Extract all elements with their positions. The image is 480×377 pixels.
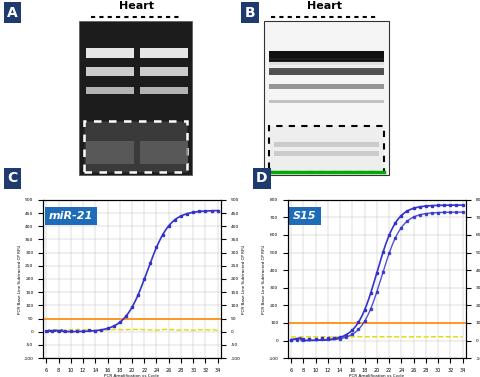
FancyBboxPatch shape: [86, 141, 134, 164]
FancyBboxPatch shape: [86, 48, 134, 58]
FancyBboxPatch shape: [79, 21, 192, 175]
Text: B: B: [245, 6, 255, 20]
FancyBboxPatch shape: [269, 68, 384, 75]
FancyBboxPatch shape: [269, 126, 384, 172]
FancyBboxPatch shape: [269, 66, 384, 67]
Text: Heart: Heart: [307, 1, 341, 11]
Text: Heart: Heart: [120, 1, 154, 11]
Text: A: A: [7, 6, 18, 20]
FancyBboxPatch shape: [84, 121, 187, 172]
FancyBboxPatch shape: [264, 21, 389, 175]
FancyBboxPatch shape: [86, 87, 134, 94]
Y-axis label: PCR Base Line Subtracted CP RFU: PCR Base Line Subtracted CP RFU: [262, 244, 266, 314]
FancyBboxPatch shape: [140, 141, 188, 164]
FancyBboxPatch shape: [269, 58, 384, 60]
FancyBboxPatch shape: [269, 51, 384, 62]
X-axis label: PCR Amplification vs Cycle: PCR Amplification vs Cycle: [105, 374, 159, 377]
Text: D: D: [256, 171, 267, 185]
FancyBboxPatch shape: [269, 100, 384, 103]
FancyBboxPatch shape: [269, 68, 384, 70]
FancyBboxPatch shape: [269, 63, 384, 65]
FancyBboxPatch shape: [140, 67, 188, 76]
X-axis label: PCR Amplification vs Cycle: PCR Amplification vs Cycle: [349, 374, 404, 377]
FancyBboxPatch shape: [140, 48, 188, 58]
Text: C: C: [8, 171, 18, 185]
Text: S15: S15: [293, 211, 317, 221]
FancyBboxPatch shape: [269, 84, 384, 89]
FancyBboxPatch shape: [274, 151, 379, 156]
Text: miR-21: miR-21: [48, 211, 93, 221]
Y-axis label: PCR Base Line Subtracted CP RFU: PCR Base Line Subtracted CP RFU: [17, 244, 22, 314]
FancyBboxPatch shape: [269, 61, 384, 63]
FancyBboxPatch shape: [274, 142, 379, 147]
FancyBboxPatch shape: [86, 67, 134, 76]
FancyBboxPatch shape: [140, 87, 188, 94]
Y-axis label: PCR Base Line Subtracted CP RFU: PCR Base Line Subtracted CP RFU: [242, 244, 247, 314]
